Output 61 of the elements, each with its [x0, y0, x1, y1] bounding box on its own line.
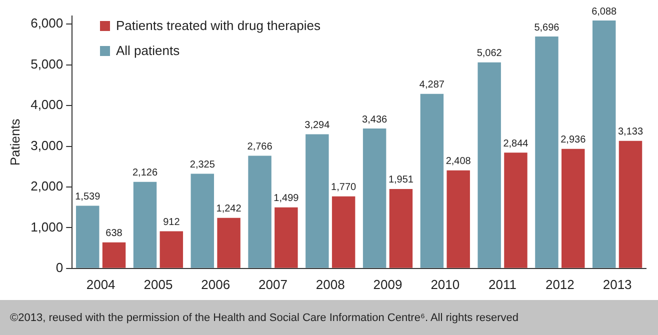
data-label: 2,766	[247, 142, 273, 153]
data-label: 2,936	[560, 134, 586, 146]
data-label: 2,325	[190, 160, 216, 170]
bar	[618, 140, 642, 268]
bar	[76, 206, 100, 268]
y-tick-label: 2,000	[30, 178, 64, 194]
bar	[478, 62, 501, 268]
data-label: 5,696	[534, 22, 560, 34]
data-label: 3,436	[362, 114, 388, 126]
data-label: 2,844	[503, 138, 529, 150]
data-label: 1,539	[75, 192, 101, 202]
bar	[535, 36, 558, 268]
legend-label: All patients	[116, 43, 180, 58]
x-tick-label: 2012	[545, 276, 574, 292]
x-tick-label: 2004	[86, 276, 116, 292]
y-tick-label: 6,000	[30, 16, 64, 31]
x-tick-label: 2011	[488, 276, 517, 292]
y-tick-label: 4,000	[30, 97, 64, 112]
data-label: 3,294	[304, 120, 330, 132]
data-label: 1,242	[216, 204, 242, 215]
bar	[217, 218, 240, 268]
x-tick-label: 2013	[602, 276, 632, 292]
y-tick-label: 3,000	[30, 138, 64, 153]
data-label: 2,126	[132, 168, 158, 179]
bar	[160, 231, 184, 268]
data-label: 5,062	[476, 48, 502, 60]
data-label: 4,287	[419, 80, 445, 91]
y-tick-label: 0	[56, 260, 64, 275]
data-label: 912	[163, 217, 180, 228]
y-tick-label: 1,000	[30, 219, 64, 234]
x-tick-label: 2006	[201, 276, 230, 292]
bar	[362, 128, 386, 268]
data-label: 6,088	[592, 6, 618, 18]
bar	[102, 242, 126, 268]
text: ©2013, reused with the permission of the Health and Social Care Information Centre⁶. All rights reserved	[10, 312, 519, 324]
bar	[562, 148, 585, 268]
x-tick-label: 2010	[430, 276, 460, 292]
legend-label: Patients treated with drug therapies	[116, 18, 321, 33]
data-label: 3,133	[618, 126, 644, 138]
y-tick-label: 5,000	[30, 56, 64, 72]
bar	[190, 174, 214, 268]
x-tick-label: 2007	[258, 276, 288, 292]
y-axis-title: Patients	[7, 118, 22, 166]
bar	[248, 156, 272, 268]
data-label: 1,770	[331, 182, 357, 194]
bar	[592, 20, 616, 268]
bar	[446, 170, 470, 268]
bar	[133, 182, 157, 268]
data-label: 638	[106, 228, 123, 240]
x-tick-label: 2009	[373, 276, 402, 292]
bar	[332, 196, 356, 268]
bar	[306, 134, 329, 268]
x-tick-label: 2005	[144, 276, 173, 292]
bar	[504, 152, 528, 268]
data-label: 1,499	[274, 193, 300, 204]
bar	[389, 188, 413, 268]
x-tick-label: 2008	[316, 276, 345, 292]
data-label: 2,408	[446, 156, 472, 168]
data-label: 1,951	[388, 174, 414, 186]
bar	[274, 207, 298, 268]
bar	[420, 94, 444, 268]
